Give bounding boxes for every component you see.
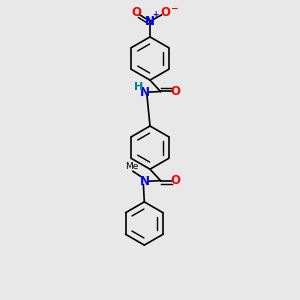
Text: −: − — [170, 4, 178, 13]
Text: N: N — [145, 15, 155, 28]
Text: O: O — [160, 6, 170, 20]
Text: O: O — [131, 6, 142, 20]
Text: +: + — [152, 10, 158, 19]
Text: H: H — [134, 82, 143, 92]
Text: N: N — [140, 85, 150, 99]
Text: O: O — [170, 85, 181, 98]
Text: N: N — [140, 175, 150, 188]
Text: Me: Me — [125, 162, 138, 171]
Text: O: O — [170, 174, 181, 187]
